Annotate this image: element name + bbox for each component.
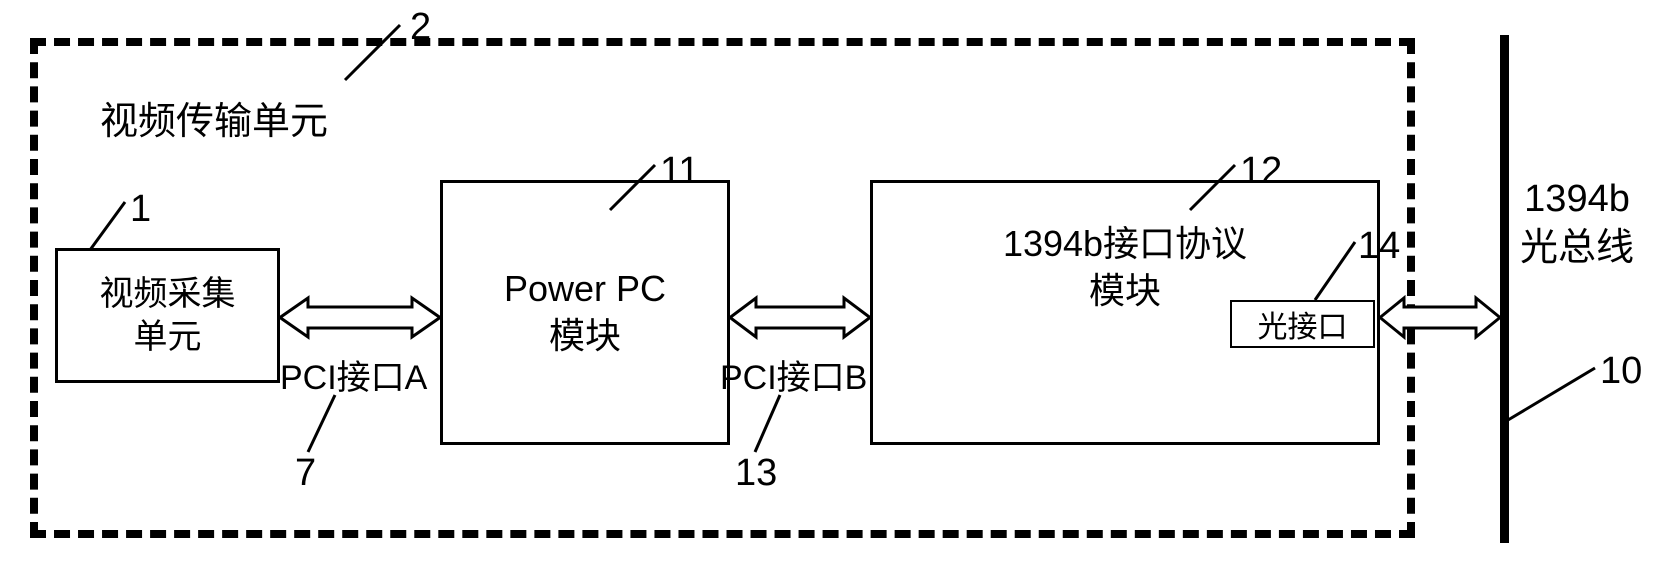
- powerpc-module-box: Power PC 模块: [440, 180, 730, 445]
- container-title: 视频传输单元: [100, 90, 328, 145]
- protocol-line2: 模块: [1089, 268, 1161, 315]
- pci-b-label: PCI接口B: [720, 350, 867, 399]
- ref-14: 14: [1358, 225, 1400, 268]
- arrow-pci-a: [280, 295, 440, 340]
- video-capture-line1: 视频采集: [100, 273, 236, 316]
- arrow-bus: [1380, 295, 1500, 340]
- block-diagram: 视频传输单元 2 视频采集 单元 1 Power PC 模块 11 1394b接…: [0, 0, 1667, 575]
- ref-11: 11: [660, 150, 699, 193]
- optical-bus-line: [1500, 35, 1509, 543]
- ref-10: 10: [1600, 350, 1642, 393]
- protocol-line1: 1394b接口协议: [1003, 221, 1247, 268]
- ref-1: 1: [130, 188, 151, 231]
- ref-2: 2: [410, 6, 431, 49]
- pci-a-label: PCI接口A: [280, 350, 427, 399]
- video-capture-unit-box: 视频采集 单元: [55, 248, 280, 383]
- powerpc-line1: Power PC: [504, 266, 666, 313]
- optical-port-text: 光接口: [1258, 302, 1348, 346]
- ref-13: 13: [735, 452, 777, 495]
- video-capture-line2: 单元: [134, 316, 202, 359]
- arrow-pci-b: [730, 295, 870, 340]
- bus-label: 1394b 光总线: [1520, 175, 1634, 274]
- ref-12: 12: [1240, 150, 1282, 193]
- optical-port-box: 光接口: [1230, 300, 1375, 348]
- powerpc-line2: 模块: [549, 313, 621, 360]
- ref-7: 7: [295, 452, 316, 495]
